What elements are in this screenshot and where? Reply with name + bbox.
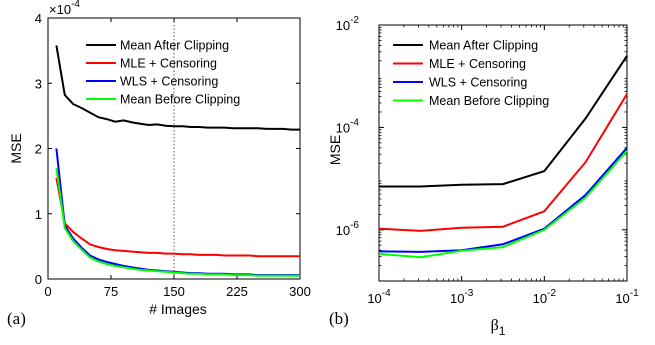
panel-label: (a) xyxy=(7,309,26,328)
y-axis-label: MSE xyxy=(327,135,343,165)
series-line-3 xyxy=(55,167,300,277)
x-tick-label: 10-2 xyxy=(533,288,557,306)
y-tick-label: 0 xyxy=(35,272,42,287)
y-axis-label: MSE xyxy=(8,133,24,163)
x-tick-label: 225 xyxy=(226,284,248,299)
legend-label: MLE + Censoring xyxy=(429,57,526,71)
y-tick-label: 10-2 xyxy=(336,15,360,33)
y-tick-label-exponent: -6 xyxy=(350,220,359,231)
series-line-3 xyxy=(378,150,628,259)
chart-panel-a: 0 75 150 225 300 0 1 2 3 4 ×10-4 Mean After Clippin… xyxy=(7,0,311,328)
x-tick-label-exponent: -3 xyxy=(464,288,473,299)
series-line-1 xyxy=(378,93,628,232)
y-axis-multiplier-base: ×10 xyxy=(49,2,71,17)
x-axis-label: β1 xyxy=(491,317,506,338)
series-line-1 xyxy=(55,177,300,258)
y-tick-label-base: 10 xyxy=(336,120,350,135)
series-line-0 xyxy=(55,45,300,131)
x-tick-label-base: 10 xyxy=(367,291,381,306)
x-tick-label: 150 xyxy=(163,284,185,299)
x-tick-label-exponent: -1 xyxy=(630,288,639,299)
x-tick-label-exponent: -4 xyxy=(382,288,391,299)
legend-label: Mean Before Clipping xyxy=(120,93,240,107)
y-tick-label: 10-4 xyxy=(336,117,360,135)
y-tick-label: 3 xyxy=(35,76,42,91)
x-tick-label: 10-3 xyxy=(450,288,474,306)
y-tick-label: 10-6 xyxy=(336,220,360,238)
y-tick-label-base: 10 xyxy=(336,18,350,33)
y-axis-multiplier: ×10-4 xyxy=(49,0,80,17)
y-tick-label: 2 xyxy=(35,142,42,157)
legend-label: WLS + Censoring xyxy=(429,76,527,90)
legend-label: WLS + Censoring xyxy=(120,75,218,89)
y-tick-label-exponent: -2 xyxy=(350,15,359,26)
x-tick-label: 10-1 xyxy=(615,288,639,306)
x-tick-label: 300 xyxy=(289,284,311,299)
x-axis-label-subscript: 1 xyxy=(499,324,506,338)
x-tick-label-base: 10 xyxy=(533,291,547,306)
x-tick-label-exponent: -2 xyxy=(547,288,556,299)
series-line-2 xyxy=(378,147,628,253)
y-axis-multiplier-exponent: -4 xyxy=(71,0,80,10)
legend-label: MLE + Censoring xyxy=(120,57,217,71)
x-tick-label: 0 xyxy=(44,284,51,299)
y-tick-label-base: 10 xyxy=(336,223,350,238)
x-axis-label-symbol: β xyxy=(491,317,499,334)
panel-label: (b) xyxy=(329,309,349,328)
x-tick-label: 75 xyxy=(104,284,118,299)
y-tick-label-exponent: -4 xyxy=(350,117,359,128)
y-tick-label: 4 xyxy=(35,11,42,26)
plot-frame xyxy=(378,24,628,282)
x-axis-label: # Images xyxy=(149,301,207,317)
x-tick-label: 10-4 xyxy=(367,288,391,306)
x-tick-label-base: 10 xyxy=(450,291,464,306)
series-line-0 xyxy=(379,55,628,188)
y-tick-label: 1 xyxy=(35,207,42,222)
legend-label: Mean After Clipping xyxy=(120,39,229,53)
legend-label: Mean After Clipping xyxy=(429,39,538,53)
legend-label: Mean Before Clipping xyxy=(429,94,549,108)
x-tick-label-base: 10 xyxy=(615,291,629,306)
